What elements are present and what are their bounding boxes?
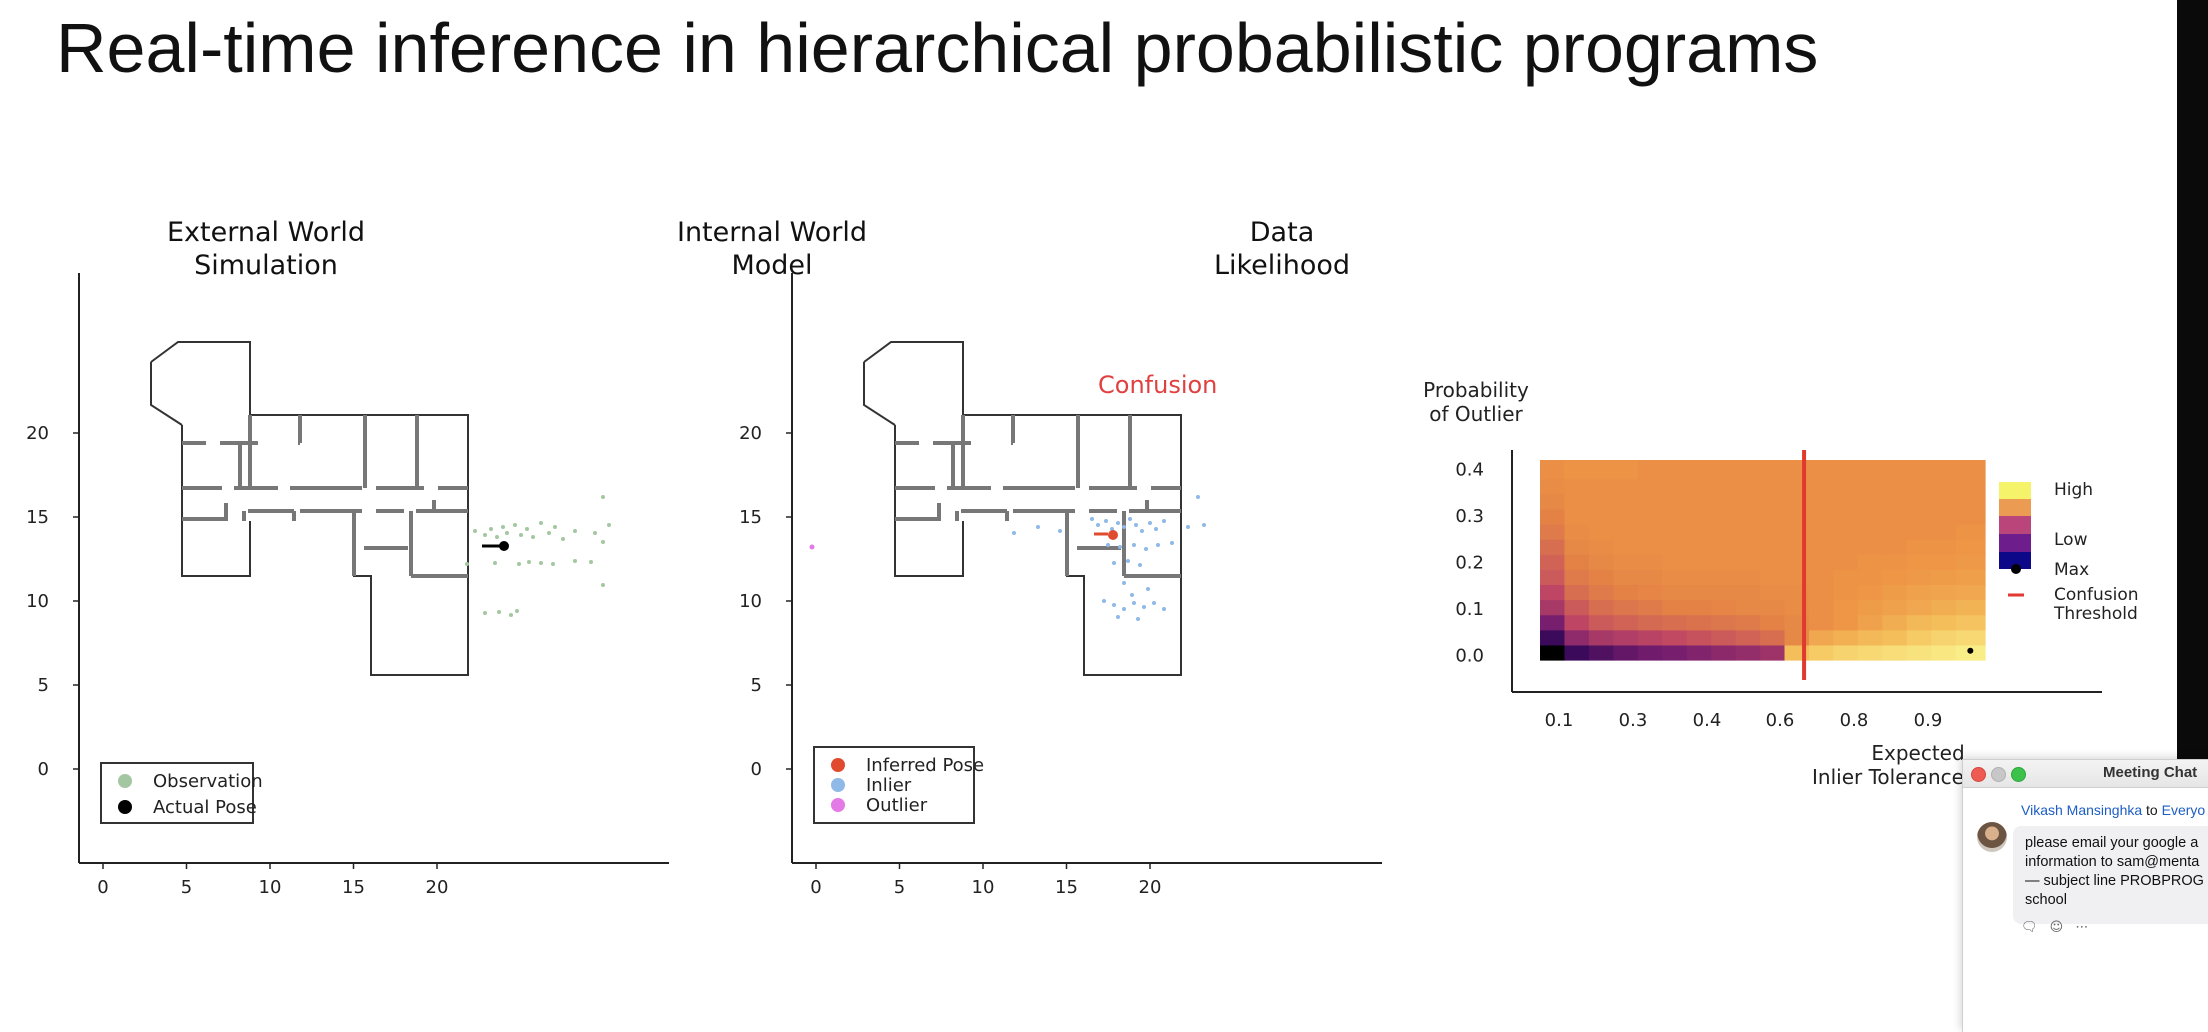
internal-panel-title: Internal World Model <box>662 216 882 282</box>
legend-actual-pose: Actual Pose <box>153 797 257 818</box>
chat-titlebar[interactable]: Meeting Chat <box>1963 760 2208 788</box>
chat-message-bubble[interactable] <box>2013 826 2208 924</box>
legend-inlier: Inlier <box>866 775 912 796</box>
x-tick-label: 0 <box>97 877 108 898</box>
chat-message-actions: 🗨 ☺ ⋯ <box>2021 920 2096 935</box>
x-tick-label: 0 <box>810 877 821 898</box>
more-icon[interactable]: ⋯ <box>2075 920 2089 935</box>
x-tick-label: 15 <box>342 877 365 898</box>
y-tick-label: 10 <box>739 591 762 612</box>
external-legend: Observation Actual Pose <box>100 762 263 824</box>
external-title-line1: External World <box>167 217 365 248</box>
internal-title-line1: Internal World <box>676 217 867 248</box>
observation-scatter <box>465 495 611 617</box>
y-tick-label: 15 <box>739 507 762 528</box>
y-tick-label: 15 <box>26 507 49 528</box>
internal-title-line2: Model <box>731 250 813 281</box>
zoom-window-button[interactable] <box>2011 767 2026 782</box>
to-word: to <box>2146 802 2158 818</box>
x-tick-label: 10 <box>259 877 282 898</box>
sender-name[interactable]: Vikash Mansinghka <box>2021 802 2143 818</box>
chat-line: information to sam@menta <box>2025 854 2200 870</box>
reply-icon[interactable]: 🗨 <box>2021 920 2038 935</box>
x-tick-label: 15 <box>1055 877 1078 898</box>
x-tick-label: 5 <box>181 877 192 898</box>
external-title-line2: Simulation <box>194 250 338 281</box>
y-tick-label: 5 <box>38 675 49 696</box>
legend-inferred-pose: Inferred Pose <box>866 755 984 776</box>
x-tick-label: 20 <box>426 877 449 898</box>
meeting-chat-window[interactable]: Meeting Chat Vikash Mansinghka to Everyo… <box>1962 759 2208 1032</box>
chat-line: please email your google a <box>2025 835 2199 851</box>
confusion-annotation: Confusion <box>1098 371 1217 399</box>
actual-pose-marker <box>482 541 509 551</box>
legend-outlier: Outlier <box>866 795 928 816</box>
x-tick-label: 20 <box>1139 877 1162 898</box>
inlier-scatter <box>1012 495 1206 621</box>
outlier-scatter <box>809 544 815 550</box>
y-tick-label: 10 <box>26 591 49 612</box>
emoji-icon[interactable]: ☺ <box>2049 920 2064 935</box>
close-window-button[interactable] <box>1971 767 1986 782</box>
x-tick-label: 5 <box>894 877 905 898</box>
y-tick-label: 0 <box>38 759 49 780</box>
chat-message-text: please email your google a information t… <box>2025 834 2208 910</box>
likelihood-title-line2: Likelihood <box>1213 250 1351 281</box>
y-tick-label: 20 <box>26 423 49 444</box>
minimize-window-button[interactable] <box>1991 767 2006 782</box>
legend-observation: Observation <box>153 771 263 792</box>
x-tick-label: 10 <box>972 877 995 898</box>
y-tick-label: 5 <box>751 675 762 696</box>
chat-window-title: Meeting Chat <box>2103 764 2198 781</box>
chat-message-header: Vikash Mansinghka to Everyo <box>2021 802 2205 818</box>
external-panel-title: External World Simulation <box>156 216 376 282</box>
inferred-pose-marker <box>1094 530 1118 540</box>
likelihood-panel-title: Data Likelihood <box>1172 216 1392 282</box>
y-tick-label: 20 <box>739 423 762 444</box>
avatar[interactable] <box>1977 822 2007 852</box>
internal-legend: Inferred Pose Inlier Outlier <box>813 746 984 824</box>
chat-line: — subject line PROBPROG <box>2025 873 2204 889</box>
recipient-name[interactable]: Everyo <box>2161 802 2206 818</box>
chat-line: school <box>2025 892 2067 908</box>
slide-title: Real-time inference in hierarchical prob… <box>56 9 1819 87</box>
y-tick-label: 0 <box>751 759 762 780</box>
likelihood-title-line1: Data <box>1249 217 1315 248</box>
external-plot: 0 5 10 15 20 0 5 10 15 20 Observation <box>26 273 669 898</box>
